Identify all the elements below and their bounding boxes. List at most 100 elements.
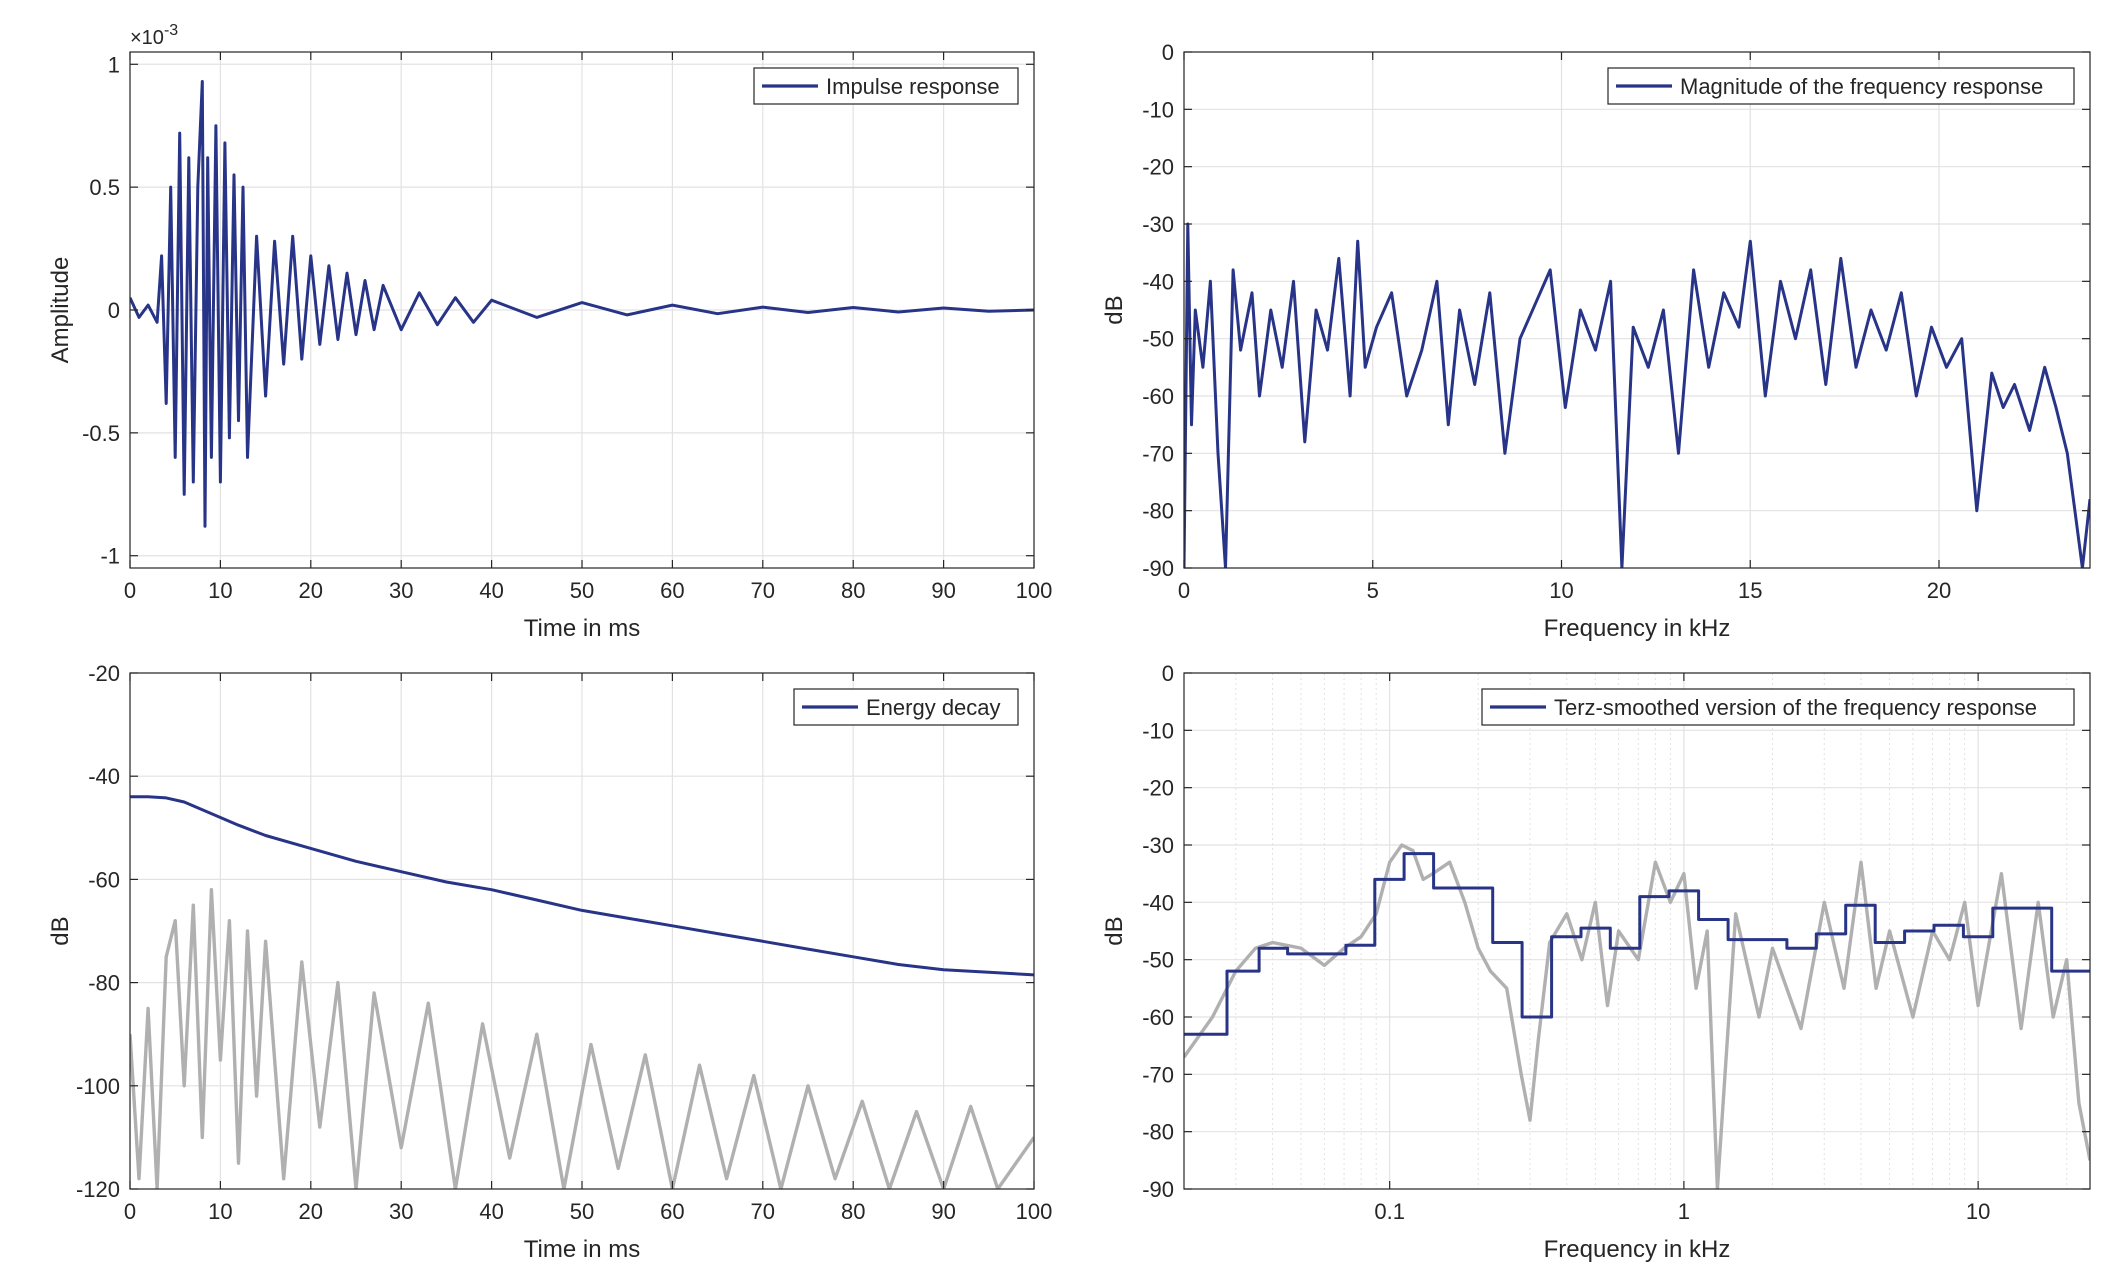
terz-smoothed-panel: 0.1 1 10 -90 -80 -70 -60 -50 -40 -30 -20 -10 0 Freq… <box>1101 661 2091 1263</box>
x-tick-label: 20 <box>299 1199 323 1224</box>
y-tick-label: -20 <box>1142 776 1174 801</box>
magnitude-x-ticks: 0 5 10 15 20 <box>1178 52 1951 603</box>
energy-y-ticks: -120 -100 -80 -60 -40 -20 <box>76 661 1034 1202</box>
x-tick-label: 10 <box>208 1199 232 1224</box>
energy-legend: Energy decay <box>793 688 1019 726</box>
y-tick-label: -90 <box>1142 1177 1174 1202</box>
impulse-y-ticks: -1 -0.5 0 0.5 1 <box>82 52 1034 569</box>
y-tick-label: -80 <box>1142 499 1174 524</box>
y-tick-label: -10 <box>1142 718 1174 743</box>
y-tick-label: -60 <box>1142 384 1174 409</box>
energy-grid <box>129 672 1035 1190</box>
impulse-legend-label: Impulse response <box>826 74 1000 99</box>
terz-legend: Terz-smoothed version of the frequency r… <box>1481 688 2075 726</box>
x-tick-label: 50 <box>570 578 594 603</box>
energy-legend-label: Energy decay <box>866 695 1001 720</box>
series-line <box>1184 222 2090 568</box>
y-tick-label: -40 <box>1142 269 1174 294</box>
x-tick-label: 15 <box>1738 578 1762 603</box>
x-tick-label: 5 <box>1367 578 1379 603</box>
magnitude-y-ticks: -90 -80 -70 -60 -50 -40 -30 -20 -10 0 <box>1142 40 2090 581</box>
y-tick-label: 0 <box>1162 661 1174 686</box>
impulse-x-ticks: 0 10 20 30 40 50 60 70 80 90 100 <box>124 52 1052 603</box>
x-tick-label: 100 <box>1016 1199 1053 1224</box>
x-tick-label: 90 <box>931 578 955 603</box>
series-line <box>1184 852 2090 1036</box>
y-tick-label: -50 <box>1142 948 1174 973</box>
x-tick-label: 60 <box>660 1199 684 1224</box>
x-tick-label: 80 <box>841 578 865 603</box>
y-tick-label: -80 <box>88 971 120 996</box>
x-tick-label: 0.1 <box>1374 1199 1405 1224</box>
x-tick-label: 70 <box>751 1199 775 1224</box>
x-tick-label: 30 <box>389 578 413 603</box>
y-tick-label: -60 <box>88 867 120 892</box>
x-tick-label: 20 <box>299 578 323 603</box>
x-tick-label: 1 <box>1678 1199 1690 1224</box>
y-tick-label: -80 <box>1142 1120 1174 1145</box>
x-tick-label: 10 <box>208 578 232 603</box>
x-tick-label: 80 <box>841 1199 865 1224</box>
series-line <box>130 80 1034 528</box>
y-tick-label: 0 <box>108 298 120 323</box>
impulse-y-exponent-label: ×10-3 <box>130 22 178 49</box>
energy-y-axis-label: dB <box>47 916 74 945</box>
x-tick-label: 0 <box>124 1199 136 1224</box>
x-tick-label: 10 <box>1966 1199 1990 1224</box>
magnitude-legend: Magnitude of the frequency response <box>1607 67 2075 105</box>
y-tick-label: -60 <box>1142 1005 1174 1030</box>
magnitude-legend-label: Magnitude of the frequency response <box>1680 74 2043 99</box>
y-tick-label: -0.5 <box>82 421 120 446</box>
y-tick-label: 0.5 <box>89 175 120 200</box>
y-tick-label: -30 <box>1142 212 1174 237</box>
terz-axes-frame <box>1183 672 2091 1190</box>
x-tick-label: 40 <box>479 1199 503 1224</box>
terz-y-axis-label: dB <box>1101 916 1128 945</box>
impulse-grid <box>129 52 1035 568</box>
terz-y-ticks: -90 -80 -70 -60 -50 -40 -30 -20 -10 0 <box>1142 661 2090 1202</box>
y-tick-label: -20 <box>88 661 120 686</box>
background-series-line <box>1184 843 2090 1189</box>
impulse-response-panel: 0 10 20 30 40 50 60 70 80 90 100 -1 -0.5 0 0.5 1 Time … <box>47 22 1052 642</box>
y-tick-label: -40 <box>1142 890 1174 915</box>
x-tick-label: 0 <box>1178 578 1190 603</box>
impulse-y-axis-label: Amplitude <box>47 257 74 364</box>
terz-x-axis-label: Frequency in kHz <box>1544 1236 1731 1263</box>
x-tick-label: 30 <box>389 1199 413 1224</box>
y-tick-label: -1 <box>100 544 120 569</box>
x-tick-label: 50 <box>570 1199 594 1224</box>
impulse-traces <box>130 80 1034 528</box>
y-tick-label: -20 <box>1142 155 1174 180</box>
magnitude-y-axis-label: dB <box>1101 295 1128 324</box>
x-tick-label: 10 <box>1549 578 1573 603</box>
x-tick-label: 70 <box>751 578 775 603</box>
terz-traces <box>1184 843 2090 1189</box>
y-tick-label: -50 <box>1142 327 1174 352</box>
y-tick-label: -30 <box>1142 833 1174 858</box>
x-tick-label: 40 <box>479 578 503 603</box>
magnitude-axes-frame <box>1183 51 2091 569</box>
y-tick-label: -90 <box>1142 556 1174 581</box>
y-tick-label: -10 <box>1142 97 1174 122</box>
y-tick-label: 0 <box>1162 40 1174 65</box>
impulse-x-axis-label: Time in ms <box>524 615 640 642</box>
y-tick-label: -100 <box>76 1074 120 1099</box>
y-tick-label: -70 <box>1142 441 1174 466</box>
magnitude-grid <box>1183 51 2090 569</box>
magnitude-panel: 0 5 10 15 20 -90 -80 -70 -60 -50 -40 -30 -20 -10 0 Fr… <box>1101 40 2091 642</box>
energy-x-axis-label: Time in ms <box>524 1236 640 1263</box>
series-line <box>130 795 1034 977</box>
y-tick-label: -70 <box>1142 1062 1174 1087</box>
magnitude-legend-box <box>1607 67 2075 105</box>
energy-x-ticks: 0 10 20 30 40 50 60 70 80 90 100 <box>124 673 1052 1224</box>
terz-legend-box <box>1481 688 2075 726</box>
energy-decay-panel: 0 10 20 30 40 50 60 70 80 90 100 -120 -100 -80 -60 -40… <box>47 661 1052 1263</box>
x-tick-label: 0 <box>124 578 136 603</box>
terz-grid <box>1183 672 2090 1190</box>
y-tick-label: -120 <box>76 1177 120 1202</box>
magnitude-x-axis-label: Frequency in kHz <box>1544 615 1731 642</box>
energy-traces <box>130 795 1034 1189</box>
magnitude-traces <box>1184 222 2090 568</box>
x-tick-label: 100 <box>1016 578 1053 603</box>
